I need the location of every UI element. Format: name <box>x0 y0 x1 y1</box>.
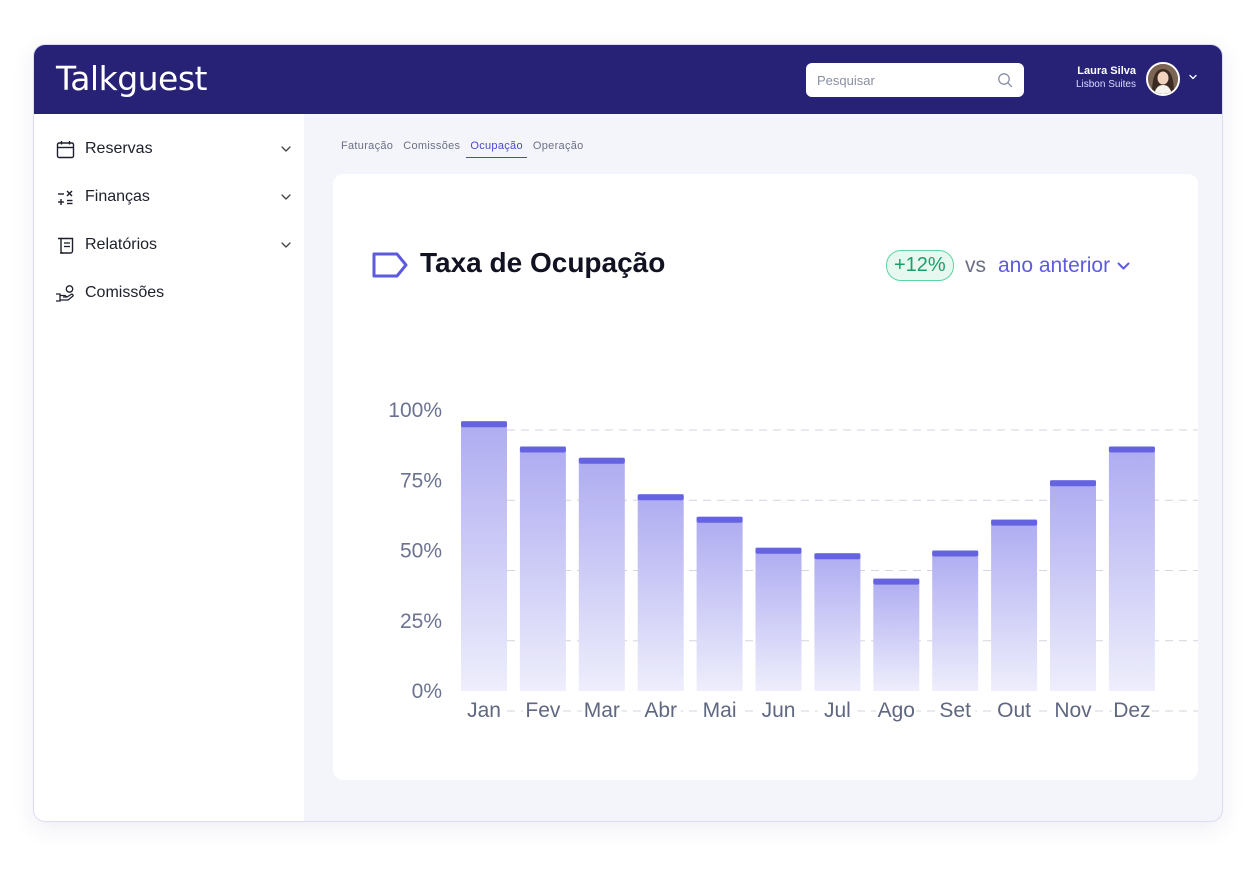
tag-icon <box>372 252 408 278</box>
hand-coin-icon <box>54 282 76 304</box>
app-logo[interactable]: Talkguest <box>56 59 208 98</box>
x-label-bg <box>994 698 1035 726</box>
x-label-bg <box>699 698 740 726</box>
period-dropdown[interactable]: ano anterior <box>998 254 1130 278</box>
bar-Nov[interactable] <box>1050 480 1096 691</box>
x-tick-label: Jun <box>762 699 796 722</box>
x-tick-label: Out <box>997 699 1031 722</box>
chevron-down-icon[interactable] <box>1188 72 1198 82</box>
x-label-bg <box>522 698 563 726</box>
y-tick-label: 100% <box>388 399 442 422</box>
chevron-down-icon <box>1117 262 1130 270</box>
app-window: Talkguest Laura Silva Lisbon Suites <box>33 44 1223 822</box>
sidebar-item-label: Reservas <box>85 140 153 157</box>
bar-cap-Jul <box>814 553 861 560</box>
x-label-bg <box>935 698 976 726</box>
bar-cap-Dez <box>1108 446 1155 453</box>
bar-cap-Ago <box>873 578 920 585</box>
chevron-down-icon[interactable] <box>280 240 292 250</box>
tab-faturacao[interactable]: Faturação <box>341 140 394 152</box>
bar-cap-Set <box>932 550 979 557</box>
x-label-bg <box>1053 698 1093 726</box>
x-tick-label: Mai <box>703 699 737 722</box>
x-tick-label: Mar <box>584 699 620 722</box>
x-label-bg <box>1111 698 1152 726</box>
x-label-bg <box>640 698 681 726</box>
report-tabs: Faturação Comissões Ocupação Operação <box>341 140 584 158</box>
growth-badge: +12% <box>886 250 954 281</box>
x-tick-label: Nov <box>1054 699 1092 722</box>
x-label-bg <box>581 698 622 726</box>
top-bar: Talkguest Laura Silva Lisbon Suites <box>34 45 1222 114</box>
period-label: ano anterior <box>998 254 1111 277</box>
bar-cap-Jun <box>755 547 802 554</box>
bar-cap-Out <box>991 519 1038 526</box>
occupancy-bar-chart: 0% 25% 50% 75% 100% Jan Fev Mar Abr Mai Jun Jul Ago… <box>388 399 1198 726</box>
y-tick-label: 25% <box>400 610 442 633</box>
bar-cap-Abr <box>637 494 684 501</box>
search-icon[interactable] <box>997 72 1013 88</box>
sidebar-item-relatorios[interactable]: Relatórios <box>54 233 292 257</box>
x-tick-label: Set <box>939 699 971 722</box>
calculator-icon <box>54 186 76 208</box>
chevron-down-icon[interactable] <box>280 192 292 202</box>
bar-cap-Mai <box>696 516 743 523</box>
y-tick-label: 75% <box>400 469 442 492</box>
bar-Jun[interactable] <box>755 547 802 691</box>
bar-cap-Fev <box>519 446 566 453</box>
avatar-photo <box>1148 64 1178 94</box>
x-tick-label: Fev <box>525 699 561 722</box>
bar-Set[interactable] <box>932 550 979 692</box>
calendar-icon <box>54 138 76 160</box>
scroll-icon <box>54 234 76 256</box>
x-label-bg <box>758 698 799 726</box>
bar-Ago[interactable] <box>873 578 920 691</box>
bar-Fev[interactable] <box>519 446 566 691</box>
sidebar-item-label: Comissões <box>85 284 165 301</box>
x-label-bg <box>464 698 504 726</box>
sidebar-item-financas[interactable]: Finanças <box>54 185 292 209</box>
bar-Jul[interactable] <box>814 553 861 691</box>
x-tick-label: Abr <box>644 699 677 722</box>
chevron-down-icon[interactable] <box>280 144 292 154</box>
y-tick-label: 50% <box>400 540 442 563</box>
sidebar-item-label: Relatórios <box>85 236 158 253</box>
x-tick-label: Ago <box>878 699 915 722</box>
sidebar-item-label: Finanças <box>85 188 150 205</box>
user-info[interactable]: Laura Silva Lisbon Suites <box>1076 65 1136 91</box>
x-label-bg <box>876 698 917 726</box>
bar-cap-Nov <box>1050 480 1096 487</box>
y-tick-label: 0% <box>412 680 442 703</box>
bar-cap-Mar <box>578 457 625 464</box>
bar-cap-Jan <box>461 421 507 428</box>
card-title: Taxa de Ocupação <box>420 247 666 278</box>
sidebar: Reservas Finanças Relatórios Comissões <box>34 114 304 821</box>
x-tick-label: Jan <box>467 699 501 722</box>
x-tick-label: Dez <box>1113 699 1150 722</box>
comparison-label: vs <box>965 254 986 277</box>
bar-Mai[interactable] <box>696 516 743 691</box>
x-tick-label: Jul <box>824 699 851 722</box>
avatar[interactable] <box>1146 62 1180 96</box>
tab-ocupacao[interactable]: Ocupação <box>466 140 527 158</box>
sidebar-item-reservas[interactable]: Reservas <box>54 137 292 161</box>
sidebar-item-comissoes[interactable]: Comissões <box>54 281 292 305</box>
bar-Jan[interactable] <box>461 421 507 691</box>
bar-Dez[interactable] <box>1108 446 1155 691</box>
search-input[interactable] <box>806 63 976 97</box>
x-label-bg <box>817 698 858 726</box>
tab-comissoes[interactable]: Comissões <box>403 140 461 152</box>
user-organization: Lisbon Suites <box>1075 79 1136 90</box>
bar-Abr[interactable] <box>637 494 684 691</box>
tab-operacao[interactable]: Operação <box>532 140 584 152</box>
bar-Out[interactable] <box>991 519 1038 691</box>
search-box[interactable] <box>806 63 1024 97</box>
occupancy-card: Taxa de Ocupação +12% vs ano anterior 0%… <box>333 174 1198 780</box>
user-name: Laura Silva <box>1077 65 1136 77</box>
bar-Mar[interactable] <box>578 457 625 691</box>
